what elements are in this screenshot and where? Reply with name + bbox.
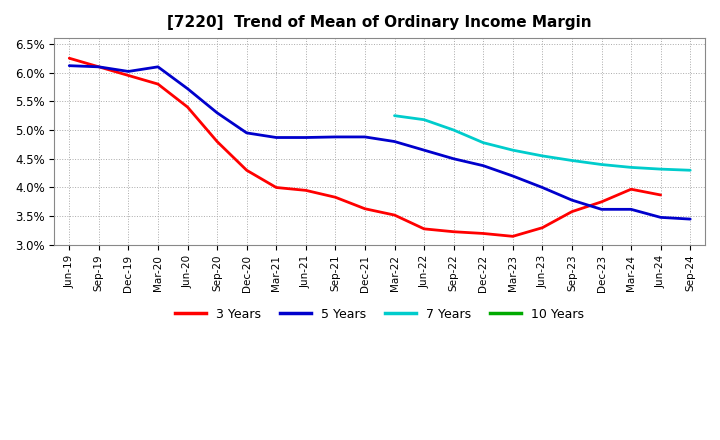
5 Years (183, 86, 192, 92)
5 Years (479, 163, 487, 169)
5 Years (508, 173, 517, 179)
5 Years (94, 64, 103, 70)
5 Years (449, 156, 458, 161)
5 Years (390, 139, 399, 144)
7 Years (420, 117, 428, 122)
3 Years (361, 206, 369, 211)
7 Years (449, 128, 458, 133)
Line: 5 Years: 5 Years (69, 66, 690, 219)
3 Years (657, 192, 665, 198)
7 Years (597, 162, 606, 167)
5 Years (331, 134, 340, 139)
3 Years (626, 187, 635, 192)
5 Years (153, 64, 162, 70)
7 Years (538, 153, 546, 158)
5 Years (626, 207, 635, 212)
7 Years (567, 158, 576, 163)
7 Years (626, 165, 635, 170)
3 Years (65, 55, 73, 61)
3 Years (479, 231, 487, 236)
5 Years (124, 69, 132, 74)
7 Years (479, 140, 487, 145)
7 Years (508, 147, 517, 153)
3 Years (538, 225, 546, 231)
5 Years (567, 198, 576, 203)
3 Years (331, 194, 340, 200)
3 Years (94, 64, 103, 70)
Line: 3 Years: 3 Years (69, 58, 661, 236)
3 Years (272, 185, 281, 190)
3 Years (567, 209, 576, 214)
5 Years (597, 207, 606, 212)
7 Years (686, 168, 695, 173)
3 Years (243, 168, 251, 173)
7 Years (390, 113, 399, 118)
3 Years (449, 229, 458, 235)
5 Years (302, 135, 310, 140)
5 Years (686, 216, 695, 222)
5 Years (657, 215, 665, 220)
3 Years (597, 199, 606, 205)
3 Years (124, 73, 132, 78)
3 Years (183, 104, 192, 110)
5 Years (243, 130, 251, 136)
3 Years (508, 234, 517, 239)
Legend: 3 Years, 5 Years, 7 Years, 10 Years: 3 Years, 5 Years, 7 Years, 10 Years (170, 303, 590, 326)
5 Years (213, 110, 222, 115)
Line: 7 Years: 7 Years (395, 116, 690, 170)
7 Years (657, 166, 665, 172)
3 Years (213, 139, 222, 144)
5 Years (538, 185, 546, 190)
3 Years (420, 226, 428, 231)
5 Years (65, 63, 73, 68)
3 Years (153, 81, 162, 87)
5 Years (420, 147, 428, 153)
Title: [7220]  Trend of Mean of Ordinary Income Margin: [7220] Trend of Mean of Ordinary Income … (168, 15, 592, 30)
3 Years (302, 188, 310, 193)
5 Years (272, 135, 281, 140)
3 Years (390, 213, 399, 218)
5 Years (361, 134, 369, 139)
